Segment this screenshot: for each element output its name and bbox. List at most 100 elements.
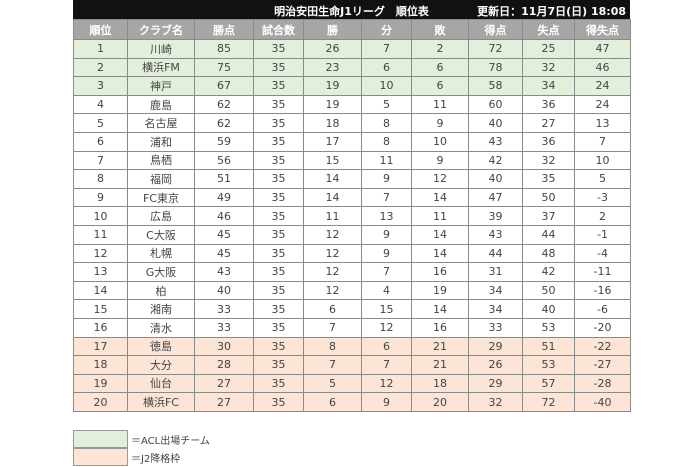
table-cell: 21	[411, 336, 469, 357]
table-cell: 32	[522, 57, 575, 78]
table-cell: 72	[468, 39, 523, 59]
table-cell: 36	[522, 131, 575, 152]
table-cell: -4	[574, 243, 631, 264]
table-cell: 35	[253, 206, 304, 226]
column-header: 分	[361, 19, 412, 40]
table-cell: 43	[468, 131, 523, 152]
column-header: 勝点	[194, 19, 254, 40]
column-header-row: 順位 クラブ名 勝点 試合数勝分敗得点 失点 得失点	[73, 19, 631, 40]
legend-acl-label: ＝ACL出場チーム	[131, 435, 210, 447]
table-cell: 53	[522, 355, 575, 375]
updated-timestamp: 更新日：11月7日(日) 18:08	[477, 5, 626, 18]
table-cell: 49	[194, 187, 254, 208]
table-cell: 23	[303, 57, 362, 78]
column-header: 得失点	[574, 19, 631, 40]
legend-relegation-label: ＝J2降格枠	[131, 453, 181, 465]
table-row: 1 川崎 85 35 26 7 2 72 25 47	[73, 39, 631, 59]
table-cell: 62	[194, 113, 254, 133]
table-cell: 14	[411, 243, 469, 264]
table-cell: 14	[411, 187, 469, 208]
table-cell: 7	[574, 131, 631, 152]
table-cell: 13	[574, 113, 631, 133]
table-cell: 29	[468, 336, 523, 357]
table-cell: 58	[468, 76, 523, 96]
table-cell: -20	[574, 317, 631, 338]
table-cell: 1	[73, 39, 128, 59]
table-cell: -28	[574, 373, 631, 394]
table-cell: 35	[253, 262, 304, 282]
table-cell: C大阪	[127, 224, 195, 245]
table-cell: 柏	[127, 280, 195, 301]
table-cell: 湘南	[127, 299, 195, 319]
column-header: 得点	[468, 19, 523, 40]
table-row: 14 柏 40 35 12 4 19 34 50 -16	[73, 280, 631, 301]
table-cell: 24	[574, 76, 631, 96]
table-cell: 16	[411, 317, 469, 338]
table-cell: 43	[194, 262, 254, 282]
table-cell: 15	[361, 299, 412, 319]
table-cell: 13	[73, 262, 128, 282]
table-cell: 42	[522, 262, 575, 282]
table-cell: 35	[253, 224, 304, 245]
table-cell: 34	[522, 76, 575, 96]
table-cell: 27	[194, 392, 254, 412]
table-cell: 19	[303, 76, 362, 96]
table-cell: 福岡	[127, 169, 195, 189]
table-cell: 15	[73, 299, 128, 319]
table-cell: FC東京	[127, 187, 195, 208]
table-cell: 広島	[127, 206, 195, 226]
table-cell: 34	[468, 280, 523, 301]
table-cell: 35	[253, 373, 304, 394]
table-cell: -22	[574, 336, 631, 357]
table-cell: 44	[522, 224, 575, 245]
table-cell: 30	[194, 336, 254, 357]
table-cell: 72	[522, 392, 575, 412]
table-cell: 12	[73, 243, 128, 264]
table-row: 9 FC東京 49 35 14 7 14 47 50 -3	[73, 187, 631, 208]
table-cell: 鳥栖	[127, 150, 195, 171]
table-cell: -27	[574, 355, 631, 375]
table-cell: 6	[303, 299, 362, 319]
table-cell: 40	[194, 280, 254, 301]
table-cell: 29	[468, 373, 523, 394]
table-cell: 46	[574, 57, 631, 78]
table-cell: 横浜FM	[127, 57, 195, 78]
table-cell: 26	[303, 39, 362, 59]
table-cell: -40	[574, 392, 631, 412]
table-cell: 35	[253, 280, 304, 301]
table-cell: 20	[411, 392, 469, 412]
table-cell: 85	[194, 39, 254, 59]
table-cell: 50	[522, 187, 575, 208]
table-row: 17 徳島 30 35 8 6 21 29 51 -22	[73, 336, 631, 357]
table-cell: 51	[194, 169, 254, 189]
table-cell: 5	[361, 94, 412, 115]
column-header: 勝	[303, 19, 362, 40]
table-cell: 9	[73, 187, 128, 208]
table-cell: 2	[411, 39, 469, 59]
table-cell: 11	[73, 224, 128, 245]
table-cell: 17	[73, 336, 128, 357]
table-cell: 40	[468, 169, 523, 189]
table-cell: 19	[73, 373, 128, 394]
table-cell: 14	[303, 187, 362, 208]
table-cell: 14	[303, 169, 362, 189]
table-cell: 26	[468, 355, 523, 375]
table-cell: 11	[411, 206, 469, 226]
table-row: 5 名古屋 62 35 18 8 9 40 27 13	[73, 113, 631, 133]
column-header: 失点	[522, 19, 575, 40]
table-cell: 7	[73, 150, 128, 171]
table-cell: 8	[361, 131, 412, 152]
table-row: 19 仙台 27 35 5 12 18 29 57 -28	[73, 373, 631, 394]
table-cell: 20	[73, 392, 128, 412]
table-cell: 8	[361, 113, 412, 133]
table-cell: 9	[361, 243, 412, 264]
table-cell: 9	[361, 224, 412, 245]
table-row: 10 広島 46 35 11 13 11 39 37 2	[73, 206, 631, 226]
table-cell: 9	[361, 392, 412, 412]
table-cell: 18	[303, 113, 362, 133]
table-cell: 4	[73, 94, 128, 115]
table-cell: 仙台	[127, 373, 195, 394]
table-cell: 24	[574, 94, 631, 115]
table-cell: 7	[361, 262, 412, 282]
table-cell: 27	[194, 373, 254, 394]
